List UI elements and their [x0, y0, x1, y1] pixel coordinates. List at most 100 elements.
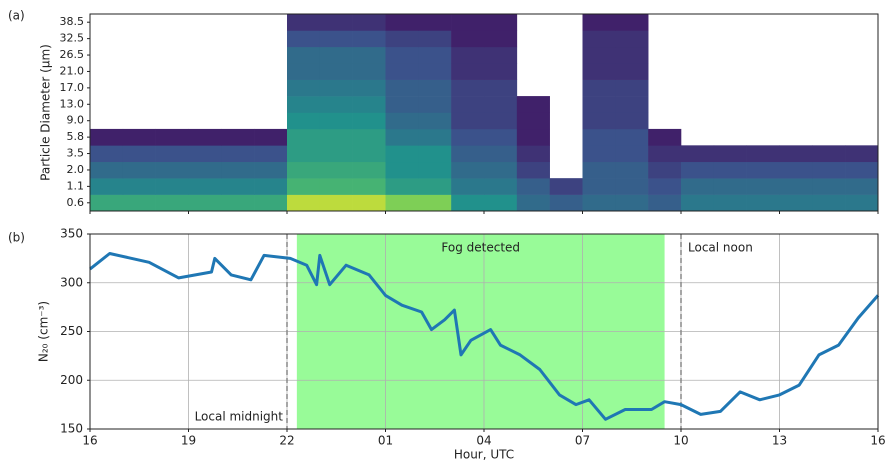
heat-cell [287, 79, 321, 97]
heat-cell [451, 96, 485, 113]
heat-cell [319, 63, 353, 80]
heat-cell [385, 112, 419, 130]
heat-cell [319, 96, 353, 113]
y-tick-label: 250 [60, 324, 83, 338]
y-tick-label: 0.6 [67, 196, 85, 209]
heat-cell [582, 178, 616, 195]
heat-cell [516, 194, 550, 212]
heat-cell [221, 128, 255, 146]
heat-cell [418, 96, 452, 113]
heat-cell [681, 161, 715, 179]
heat-cell [155, 128, 189, 146]
heat-cell [418, 30, 452, 48]
heat-cell [648, 178, 682, 195]
heat-cell [319, 30, 353, 48]
heat-cell [418, 161, 452, 179]
heat-cell [188, 128, 222, 146]
heat-cell [713, 145, 747, 163]
panel-label: (a) [8, 9, 25, 23]
heat-cell [90, 145, 124, 163]
heat-cell [287, 63, 321, 80]
heat-cell [615, 63, 649, 80]
heat-cell [188, 178, 222, 195]
heat-cell [418, 145, 452, 163]
heat-cell [451, 128, 485, 146]
heat-cell [418, 63, 452, 80]
heat-cell [812, 145, 846, 163]
x-tick-label: 16 [870, 434, 885, 448]
heat-cell [352, 112, 386, 130]
heat-cell [385, 14, 419, 31]
heat-cell [122, 128, 156, 146]
heat-cell [812, 161, 846, 179]
heat-cell [615, 112, 649, 130]
panel-label: (b) [8, 231, 25, 245]
heat-cell [287, 14, 321, 31]
heat-cell [319, 14, 353, 31]
heat-cell [451, 46, 485, 64]
heat-cell [352, 178, 386, 195]
heat-cell [451, 194, 485, 212]
heat-cell [451, 30, 485, 48]
heat-cell [516, 128, 550, 146]
heat-cell [352, 79, 386, 97]
heat-cell [385, 161, 419, 179]
heat-cell [484, 161, 518, 179]
heat-cell [713, 178, 747, 195]
heat-cell [549, 178, 583, 195]
heat-cell [319, 145, 353, 163]
y-tick-label: 9.0 [67, 114, 85, 127]
heat-cell [746, 145, 780, 163]
heat-cell [385, 30, 419, 48]
y-tick-label: 200 [60, 373, 83, 387]
heat-cell [287, 145, 321, 163]
y-tick-label: 17.0 [60, 81, 85, 94]
reference-label: Local noon [688, 241, 753, 255]
heat-cell [484, 178, 518, 195]
heat-cell [451, 79, 485, 97]
heat-cell [549, 194, 583, 212]
heat-cell [648, 161, 682, 179]
heat-cell [812, 178, 846, 195]
heat-cell [122, 145, 156, 163]
heat-cell [287, 194, 321, 212]
heat-cell [451, 145, 485, 163]
heat-cell [418, 14, 452, 31]
y-tick-label: 32.5 [60, 32, 85, 45]
heat-cell [484, 79, 518, 97]
heat-cell [319, 194, 353, 212]
heat-cell [484, 30, 518, 48]
heat-cell [845, 161, 879, 179]
heat-cell [615, 161, 649, 179]
heat-cell [287, 128, 321, 146]
heat-cell [746, 194, 780, 212]
heat-cell [582, 112, 616, 130]
heat-cell [352, 161, 386, 179]
heat-cell [122, 194, 156, 212]
heat-cell [90, 161, 124, 179]
heat-cell [188, 145, 222, 163]
y-tick-label: 3.5 [67, 147, 85, 160]
y-axis-label: N₂₀ (cm⁻³) [37, 301, 51, 362]
heat-cell [516, 178, 550, 195]
fog-label: Fog detected [441, 241, 520, 255]
heat-cell [516, 112, 550, 130]
heat-cell [582, 63, 616, 80]
heat-cell [582, 14, 616, 31]
heat-cell [385, 145, 419, 163]
reference-label: Local midnight [195, 410, 284, 424]
heat-cell [319, 79, 353, 97]
heat-cell [516, 96, 550, 113]
heat-cell [582, 145, 616, 163]
heat-cell [615, 79, 649, 97]
heat-cell [418, 128, 452, 146]
heat-cell [254, 145, 288, 163]
heat-cell [681, 178, 715, 195]
heat-cell [516, 145, 550, 163]
heat-cell [287, 46, 321, 64]
heat-cell [155, 178, 189, 195]
heat-cell [352, 128, 386, 146]
heat-cell [582, 194, 616, 212]
y-tick-label: 21.0 [60, 64, 85, 77]
